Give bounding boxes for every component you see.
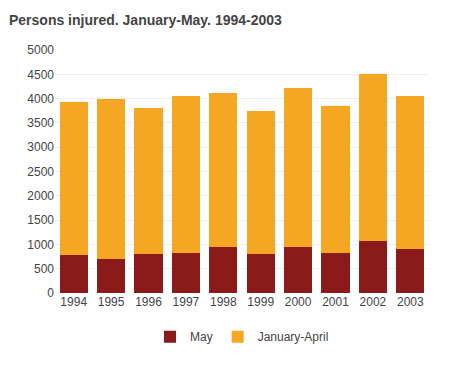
svg-text:May: May	[190, 330, 213, 344]
svg-text:1997: 1997	[173, 295, 200, 309]
svg-text:2001: 2001	[322, 295, 349, 309]
svg-text:4000: 4000	[27, 92, 54, 106]
svg-text:1500: 1500	[27, 213, 54, 227]
svg-text:1000: 1000	[27, 238, 54, 252]
svg-text:2500: 2500	[27, 165, 54, 179]
svg-text:500: 500	[34, 262, 54, 276]
svg-text:2002: 2002	[360, 295, 387, 309]
svg-text:1998: 1998	[210, 295, 237, 309]
svg-text:0: 0	[47, 286, 54, 300]
svg-text:1999: 1999	[247, 295, 274, 309]
svg-text:Persons injured. January-May.: Persons injured. January-May. 1994-2003	[9, 12, 282, 28]
svg-text:1994: 1994	[60, 295, 87, 309]
svg-text:2000: 2000	[285, 295, 312, 309]
svg-text:2003: 2003	[397, 295, 424, 309]
svg-text:3500: 3500	[27, 116, 54, 130]
svg-text:January-April: January-April	[258, 330, 329, 344]
svg-text:1995: 1995	[98, 295, 125, 309]
svg-text:2000: 2000	[27, 189, 54, 203]
svg-text:5000: 5000	[27, 43, 54, 57]
svg-text:3000: 3000	[27, 140, 54, 154]
svg-text:4500: 4500	[27, 68, 54, 82]
svg-text:1996: 1996	[135, 295, 162, 309]
